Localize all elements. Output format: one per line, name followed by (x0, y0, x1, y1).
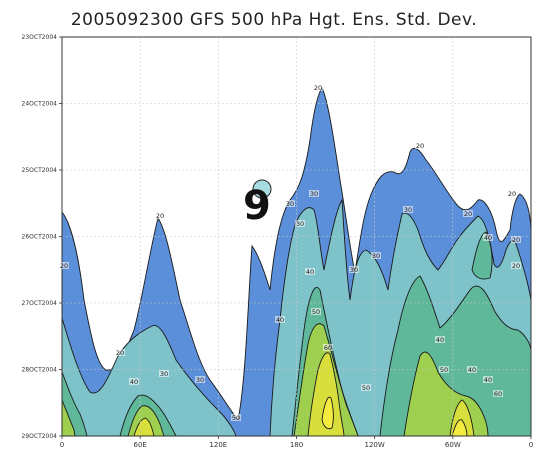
contour-label-bg (115, 349, 125, 356)
contour-label: 50 (362, 384, 370, 392)
y-tick-label: 28OCT2004 (22, 367, 58, 374)
contour-label: 20 (464, 210, 472, 218)
contour-label-bg (159, 370, 169, 377)
y-tick-label: 29OCT2004 (22, 433, 58, 440)
y-tick-label: 25OCT2004 (22, 167, 58, 174)
contour-label-bg (305, 268, 315, 275)
contour-band-level-4 (307, 352, 345, 436)
contour-label-bg (511, 262, 521, 269)
contour-band-level-2 (471, 231, 493, 280)
contour-label: 30 (310, 190, 318, 198)
x-tick-label: 120E (209, 441, 227, 449)
contour-label: 20 (416, 142, 424, 150)
x-tick-label: 0 (60, 441, 64, 449)
contour-label: 30 (286, 200, 294, 208)
contour-label: 20 (156, 212, 164, 220)
contour-label: 30 (404, 206, 412, 214)
chart-title: 2005092300 GFS 500 hPa Hgt. Ens. Std. De… (70, 10, 478, 30)
x-tick-label: 120W (365, 441, 385, 449)
contour-label-bg (59, 262, 69, 269)
contour-label: 40 (276, 316, 284, 324)
contour-labels: 20 20 20 20 20 20 20 20 20 30 30 30 30 30 30 30 30 40 40 40… (59, 84, 521, 422)
contour-label-bg (415, 142, 425, 149)
contour-label: 20 (512, 236, 520, 244)
contour-label: 60 (494, 390, 502, 398)
contour-label-bg (483, 376, 493, 383)
x-tick-label: 60E (133, 441, 146, 449)
contour-label-bg (313, 84, 323, 91)
contour-label-bg (507, 190, 517, 197)
contour-label-bg (295, 220, 305, 227)
contour-label-bg (361, 384, 371, 391)
contour-label-bg (483, 234, 493, 241)
contour-label: 50 (440, 366, 448, 374)
contour-label: 40 (130, 378, 138, 386)
contour-band-level-4 (133, 417, 155, 436)
contour-label: 60 (324, 344, 332, 352)
contour-label: 40 (484, 376, 492, 384)
contour-label: 30 (350, 266, 358, 274)
x-tick-label: 180 (290, 441, 303, 449)
contour-label-bg (435, 336, 445, 343)
contour-label: 40 (436, 336, 444, 344)
y-tick-label: 26OCT2004 (22, 234, 58, 241)
contour-band-level-5 (451, 419, 468, 436)
axis-ticks: 23OCT2004 24OCT2004 25OCT2004 26OCT2004 27OC… (22, 34, 534, 449)
contour-label: 30 (196, 376, 204, 384)
contour-label-bg (155, 212, 165, 219)
contour-label-bg (285, 200, 295, 207)
contour-label: 50 (312, 308, 320, 316)
y-tick-label: 24OCT2004 (22, 101, 58, 108)
contour-label-bg (463, 210, 473, 217)
contour-label-bg (309, 190, 319, 197)
grid-lines (62, 37, 531, 436)
contour-label: 30 (160, 370, 168, 378)
contour-label-bg (311, 308, 321, 315)
contour-label: 20 (508, 190, 516, 198)
contour-label-bg (275, 316, 285, 323)
contour-label-bg (493, 390, 503, 397)
contour-label-bg (195, 376, 205, 383)
contour-label-bg (467, 366, 477, 373)
contour-label: 20 (116, 349, 124, 357)
storm-number: 9 (243, 183, 271, 229)
contour-label-bg (231, 414, 241, 421)
y-tick-label: 27OCT2004 (22, 300, 58, 307)
contour-label-bg (323, 344, 333, 351)
contour-label: 40 (306, 268, 314, 276)
contour-band-level-1 (62, 317, 237, 436)
x-tick-label: 0 (529, 441, 533, 449)
contour-label: 30 (296, 220, 304, 228)
contour-label-bg (511, 236, 521, 243)
contour-label: 30 (372, 252, 380, 260)
contour-label: 20 (314, 84, 322, 92)
contour-label-bg (439, 366, 449, 373)
contour-label: 20 (512, 262, 520, 270)
contour-label-bg (371, 252, 381, 259)
y-tick-label: 23OCT2004 (22, 34, 58, 41)
contour-label: 40 (468, 366, 476, 374)
contour-label-bg (349, 266, 359, 273)
contour-label: 40 (484, 234, 492, 242)
contour-label-bg (403, 206, 413, 213)
x-tick-label: 60W (445, 441, 461, 449)
storm-symbol: 9 (243, 179, 272, 229)
contour-label: 20 (60, 262, 68, 270)
contour-label: 50 (232, 414, 240, 422)
contour-label-bg (129, 378, 139, 385)
storm-center-marker (252, 179, 272, 199)
contour-band-level-5 (321, 396, 334, 430)
